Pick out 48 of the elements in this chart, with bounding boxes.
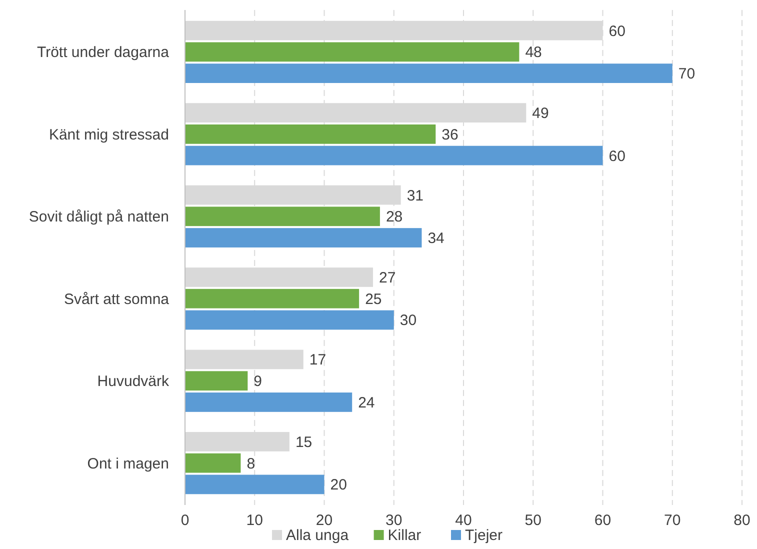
- y-tick-label: Trött under dagarna: [36, 44, 170, 62]
- bar: [185, 146, 603, 166]
- x-tick-label: 30: [386, 512, 402, 529]
- bar: [185, 124, 436, 144]
- data-label: 34: [428, 230, 444, 248]
- legend-label: Tjejer: [465, 527, 503, 544]
- bar: [185, 42, 520, 62]
- x-tick-label: 50: [524, 512, 542, 529]
- data-label: 27: [378, 269, 396, 286]
- x-tick-label: 70: [664, 512, 681, 529]
- bar: [185, 474, 324, 494]
- y-tick-label: Huvudvärk: [97, 373, 170, 390]
- data-label: 70: [678, 66, 696, 83]
- data-label: 48: [525, 44, 542, 62]
- x-tick-label: 20: [316, 512, 333, 529]
- data-label: 30: [400, 312, 417, 330]
- bar: [185, 206, 380, 226]
- data-label: 15: [295, 434, 312, 451]
- data-label: 31: [406, 187, 424, 204]
- x-tick-label: 60: [594, 512, 612, 529]
- bar: [185, 392, 352, 412]
- legend-label: Killar: [388, 527, 422, 544]
- bar: [185, 310, 394, 330]
- x-tick-label: 10: [246, 512, 263, 529]
- y-tick-label: Sovit dåligt på natten: [28, 208, 169, 226]
- y-tick-label: Svårt att somna: [64, 290, 170, 308]
- data-label: 24: [358, 394, 375, 412]
- data-label: 49: [532, 105, 549, 122]
- legend-label: Alla unga: [286, 527, 350, 544]
- data-label: 8: [246, 455, 256, 472]
- data-label: 25: [365, 290, 382, 308]
- data-label: 17: [309, 352, 326, 369]
- x-tick-label: 40: [455, 512, 472, 529]
- x-tick-label: 80: [734, 512, 750, 529]
- data-label: 9: [254, 373, 262, 390]
- bar: [185, 64, 672, 84]
- bar: [185, 288, 360, 308]
- y-tick-label: Känt mig stressad: [48, 126, 169, 144]
- data-label: 20: [330, 476, 347, 494]
- x-tick-label: 0: [180, 512, 190, 529]
- data-label: 60: [608, 22, 626, 40]
- y-tick-label: Ont i magen: [87, 455, 169, 472]
- bar: [185, 453, 241, 473]
- data-label: 60: [608, 148, 626, 165]
- data-label: 28: [386, 208, 403, 226]
- data-label: 36: [442, 126, 458, 144]
- bar: [185, 371, 248, 391]
- bar: [185, 228, 422, 248]
